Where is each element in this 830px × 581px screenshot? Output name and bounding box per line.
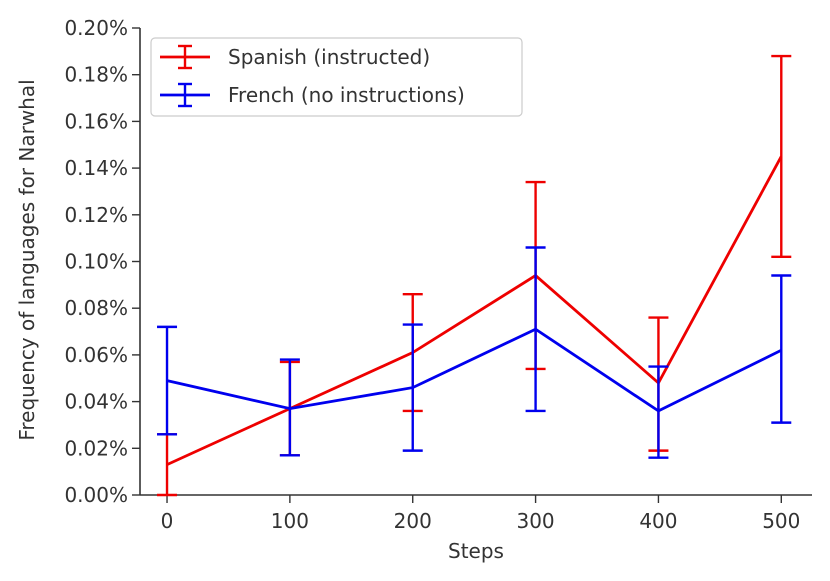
x-tick-label: 500 bbox=[762, 509, 800, 533]
y-tick-label: 0.02% bbox=[64, 436, 128, 460]
x-tick-label: 300 bbox=[516, 509, 554, 533]
series-spanish bbox=[157, 54, 792, 497]
y-tick-label: 0.06% bbox=[64, 343, 128, 367]
y-tick-label: 0.18% bbox=[64, 63, 128, 87]
y-tick-label: 0.10% bbox=[64, 250, 128, 274]
series-french bbox=[157, 246, 792, 459]
x-tick-label: 200 bbox=[394, 509, 432, 533]
y-tick-label: 0.14% bbox=[64, 156, 128, 180]
legend-box bbox=[150, 37, 523, 117]
y-tick-label: 0.20% bbox=[64, 16, 128, 40]
x-tick-label: 0 bbox=[161, 509, 174, 533]
series-group bbox=[157, 54, 792, 497]
axes: 0.00% 0.02% 0.04% 0.06% 0.08% 0.10% 0.12% 0.14%… bbox=[64, 16, 812, 533]
x-tick-label: 100 bbox=[271, 509, 309, 533]
legend-label: French (no instructions) bbox=[228, 83, 465, 107]
y-tick-label: 0.04% bbox=[64, 390, 128, 414]
y-tick-label: 0.00% bbox=[64, 483, 128, 507]
x-tick-label: 400 bbox=[639, 509, 677, 533]
y-tick-label: 0.16% bbox=[64, 109, 128, 133]
y-tick-label: 0.12% bbox=[64, 203, 128, 227]
legend: Spanish (instructed) French (no instructi… bbox=[150, 37, 523, 117]
y-tick-label: 0.08% bbox=[64, 296, 128, 320]
legend-label: Spanish (instructed) bbox=[228, 45, 430, 69]
x-axis-title: Steps bbox=[448, 539, 504, 563]
y-axis-title: Frequency of languages for Narwhal bbox=[15, 79, 39, 440]
series-line bbox=[166, 155, 783, 466]
series-line bbox=[166, 327, 782, 413]
